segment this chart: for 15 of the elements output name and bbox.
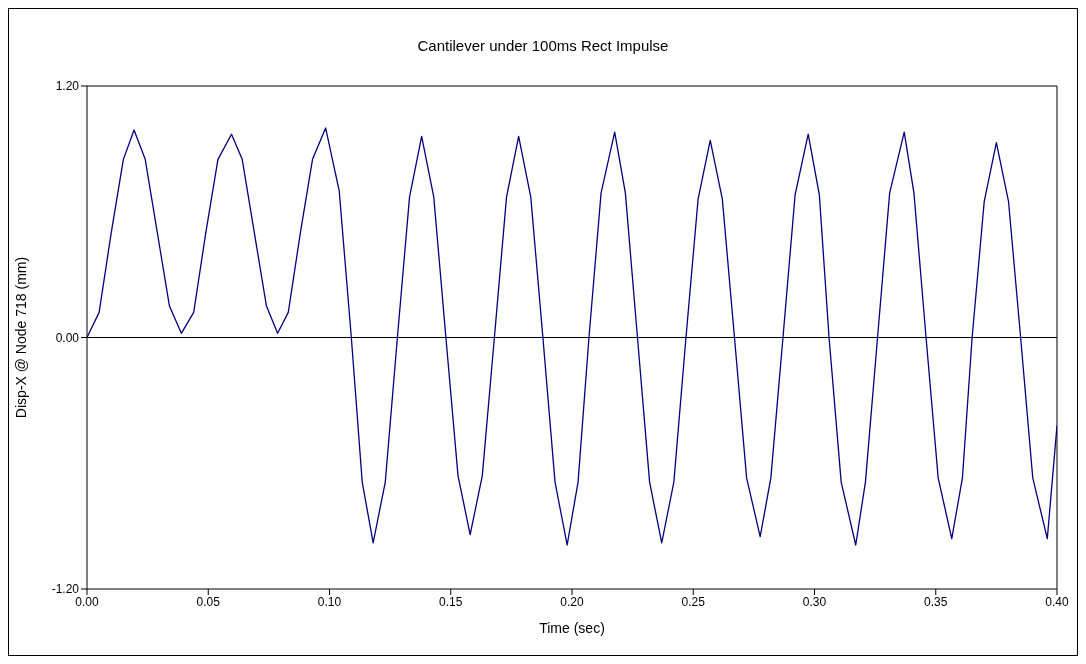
x-tick-label: 0.00 — [75, 594, 99, 609]
x-tick-label: 0.35 — [924, 594, 948, 609]
x-tick-label: 0.20 — [560, 594, 584, 609]
x-tick-label: 0.15 — [439, 594, 463, 609]
x-tick-label: 0.10 — [317, 594, 342, 609]
x-tick-label: 0.30 — [802, 594, 827, 609]
x-tick-label: 0.40 — [1045, 594, 1069, 609]
y-tick-label: -1.20 — [51, 582, 80, 597]
y-tick-label: 0.00 — [55, 330, 80, 345]
x-tick-label: 0.25 — [681, 594, 706, 609]
y-axis-title: Disp-X @ Node 718 (mm) — [12, 256, 29, 419]
chart-title: Cantilever under 100ms Rect Impulse — [416, 37, 670, 54]
x-axis-title: Time (sec) — [539, 620, 605, 636]
x-tick-label: 0.05 — [196, 594, 221, 609]
y-tick-label: 1.20 — [55, 79, 80, 94]
